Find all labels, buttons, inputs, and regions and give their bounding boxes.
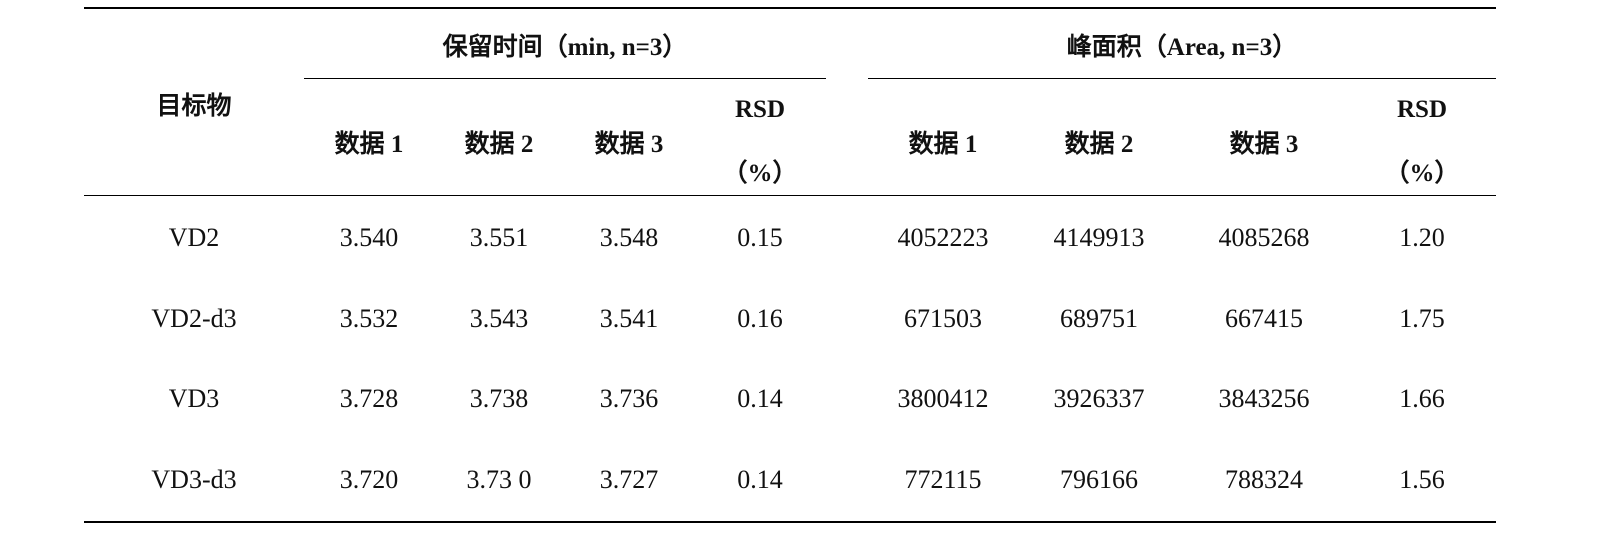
row-vd3-d3-rt-3: 3.727 xyxy=(599,465,659,494)
area-rsd-header-line2: （%） xyxy=(1384,160,1460,187)
row-vd2-d3-rt-2: 3.543 xyxy=(469,304,529,333)
retention-time-group-rule xyxy=(304,78,826,79)
rt-rsd-header-line2: （%） xyxy=(722,160,798,187)
row-vd3-area-3: 3843256 xyxy=(1218,384,1310,413)
row-vd3-d3-area-2: 796166 xyxy=(1060,465,1138,494)
row-vd2-d3-rt-rsd: 0.16 xyxy=(737,304,783,333)
row-vd3-area-2: 3926337 xyxy=(1053,384,1145,413)
row-vd2-d3-name: VD2-d3 xyxy=(151,304,237,333)
rt-data-1-header: 数据 1 xyxy=(334,131,404,158)
row-vd2-d3-area-1: 671503 xyxy=(904,304,982,333)
area-data-1-header: 数据 1 xyxy=(908,131,978,158)
table-bottom-rule xyxy=(84,521,1496,523)
row-vd3-d3-name: VD3-d3 xyxy=(151,465,237,494)
table-header-rule xyxy=(84,195,1496,197)
row-vd3-rt-1: 3.728 xyxy=(339,384,399,413)
row-vd2-area-3: 4085268 xyxy=(1218,223,1310,252)
target-column-header: 目标物 xyxy=(156,93,232,120)
row-vd3-d3-rt-rsd: 0.14 xyxy=(737,465,783,494)
row-vd2-d3-area-3: 667415 xyxy=(1225,304,1303,333)
row-vd3-rt-3: 3.736 xyxy=(599,384,659,413)
data-table: 目标物 保留时间（min, n=3） 峰面积（Area, n=3） 数据 1 数… xyxy=(84,0,1496,536)
row-vd2-d3-area-rsd: 1.75 xyxy=(1399,304,1445,333)
row-vd3-d3-rt-2: 3.73 0 xyxy=(466,465,532,494)
row-vd2-rt-3: 3.548 xyxy=(599,223,659,252)
rt-rsd-header-line1: RSD xyxy=(734,96,785,123)
row-vd2-area-2: 4149913 xyxy=(1053,223,1145,252)
row-vd3-name: VD3 xyxy=(168,384,220,413)
row-vd2-rt-2: 3.551 xyxy=(469,223,529,252)
row-vd3-d3-rt-1: 3.720 xyxy=(339,465,399,494)
row-vd2-d3-area-2: 689751 xyxy=(1060,304,1138,333)
row-vd3-area-1: 3800412 xyxy=(897,384,989,413)
row-vd2-area-1: 4052223 xyxy=(897,223,989,252)
row-vd3-rt-2: 3.738 xyxy=(469,384,529,413)
table-top-rule xyxy=(84,7,1496,9)
rt-data-2-header: 数据 2 xyxy=(464,131,534,158)
row-vd2-d3-rt-3: 3.541 xyxy=(599,304,659,333)
peak-area-group-title: 峰面积（Area, n=3） xyxy=(1066,34,1298,61)
row-vd3-area-rsd: 1.66 xyxy=(1399,384,1445,413)
row-vd3-d3-area-rsd: 1.56 xyxy=(1399,465,1445,494)
row-vd3-rt-rsd: 0.14 xyxy=(737,384,783,413)
row-vd2-d3-rt-1: 3.532 xyxy=(339,304,399,333)
peak-area-group-rule xyxy=(868,78,1496,79)
area-rsd-header-line1: RSD xyxy=(1396,96,1447,123)
row-vd2-area-rsd: 1.20 xyxy=(1399,223,1445,252)
area-data-3-header: 数据 3 xyxy=(1229,131,1299,158)
row-vd2-rt-1: 3.540 xyxy=(339,223,399,252)
row-vd3-d3-area-3: 788324 xyxy=(1225,465,1303,494)
retention-time-group-title: 保留时间（min, n=3） xyxy=(442,34,688,61)
row-vd2-name: VD2 xyxy=(168,223,220,252)
row-vd3-d3-area-1: 772115 xyxy=(904,465,982,494)
row-vd2-rt-rsd: 0.15 xyxy=(737,223,783,252)
area-data-2-header: 数据 2 xyxy=(1064,131,1134,158)
rt-data-3-header: 数据 3 xyxy=(594,131,664,158)
